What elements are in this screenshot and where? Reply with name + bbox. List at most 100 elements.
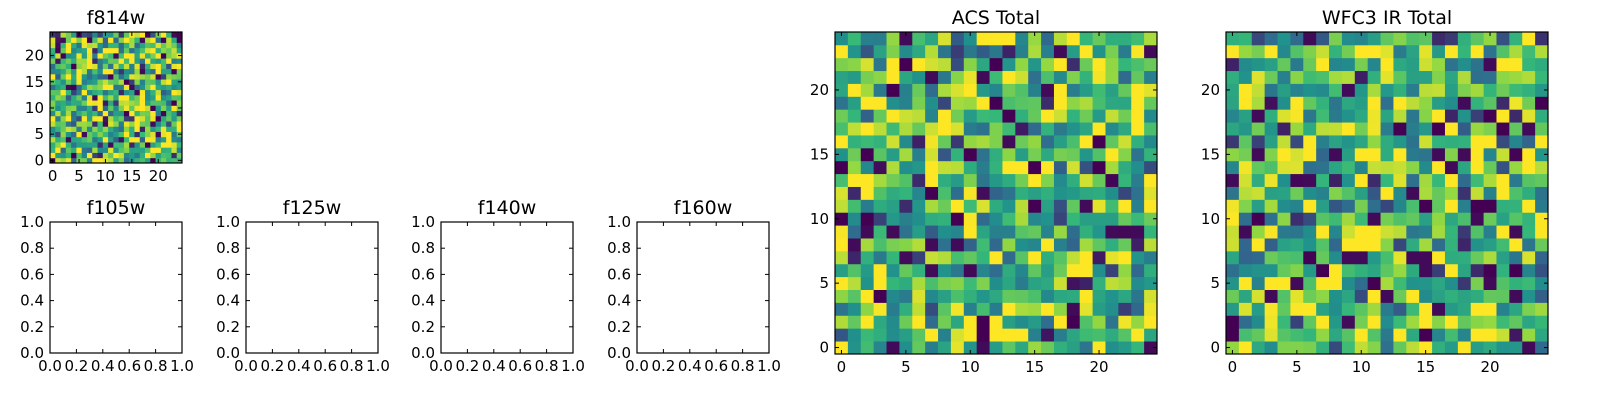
- heatmap-cell: [1131, 276, 1145, 290]
- heatmap-cell: [129, 147, 135, 153]
- heatmap-cell: [1380, 173, 1394, 187]
- heatmap-cell: [1457, 57, 1472, 72]
- heatmap-cell: [1496, 160, 1510, 175]
- heatmap-cell: [118, 115, 125, 122]
- heatmap-cell: [1092, 147, 1106, 162]
- heatmap-cell: [899, 173, 913, 187]
- heatmap-cell: [102, 63, 109, 70]
- heatmap-cell: [925, 70, 939, 84]
- heatmap-cell: [1131, 302, 1145, 316]
- x-tick-label: 15: [1025, 358, 1044, 376]
- heatmap-cell: [835, 212, 849, 226]
- heatmap-cell: [912, 225, 926, 239]
- heatmap-cell: [1393, 70, 1407, 84]
- heatmap-cell: [118, 84, 125, 91]
- heatmap-cell: [1329, 109, 1343, 123]
- heatmap-cell: [1290, 250, 1304, 265]
- heatmap-cell: [1535, 328, 1549, 342]
- heatmap-cell: [145, 68, 151, 75]
- axes-frame: [636, 221, 770, 354]
- heatmap-cell: [1457, 83, 1472, 97]
- heatmap-cell: [1470, 199, 1484, 213]
- heatmap-cell: [1457, 135, 1472, 149]
- heatmap-cell: [1015, 83, 1029, 97]
- heatmap-cell: [108, 68, 114, 75]
- heatmap-cell: [86, 52, 93, 59]
- heatmap-cell: [1444, 341, 1459, 355]
- heatmap-cell: [1028, 263, 1042, 278]
- heatmap-cell: [1509, 70, 1523, 84]
- heatmap-cell: [102, 147, 109, 153]
- heatmap-cell: [886, 302, 900, 316]
- heatmap-cell: [1092, 315, 1106, 329]
- heatmap-cell: [1105, 32, 1119, 46]
- heatmap-cell: [55, 152, 61, 159]
- heatmap-cell: [1380, 276, 1394, 290]
- heatmap-cell: [1341, 212, 1356, 226]
- heatmap-cell: [860, 250, 875, 265]
- heatmap-cell: [1470, 341, 1484, 355]
- heatmap-cell: [1028, 160, 1042, 175]
- heatmap-cell: [1105, 186, 1119, 200]
- heatmap-cell: [1367, 238, 1381, 252]
- heatmap-cell: [50, 142, 56, 148]
- heatmap-cell: [886, 57, 900, 72]
- heatmap-cell: [938, 147, 952, 162]
- heatmap-cell: [1406, 96, 1420, 110]
- heatmap-cell: [108, 94, 114, 101]
- heatmap-cell: [118, 68, 125, 75]
- heatmap-cell: [102, 126, 109, 132]
- heatmap-cell: [950, 328, 965, 342]
- heatmap-cell: [1053, 250, 1068, 265]
- x-tick-label: 20: [1089, 358, 1108, 376]
- heatmap-cell: [171, 94, 178, 101]
- heatmap-cell: [1329, 289, 1343, 303]
- heatmap-cell: [97, 63, 104, 70]
- heatmap-cell: [1496, 225, 1510, 239]
- heatmap-cell: [1303, 212, 1317, 226]
- heatmap-cell: [1066, 289, 1081, 303]
- heatmap-cell: [1444, 315, 1459, 329]
- heatmap-cell: [86, 157, 93, 164]
- heatmap-cell: [97, 147, 104, 153]
- heatmap-cell: [1303, 147, 1317, 162]
- heatmap-cell: [912, 44, 926, 59]
- heatmap-cell: [81, 84, 88, 91]
- heatmap-cell: [1393, 147, 1407, 162]
- heatmap-cell: [71, 52, 77, 59]
- heatmap-cell: [1419, 328, 1433, 342]
- heatmap-cell: [1354, 328, 1369, 342]
- heatmap-cell: [847, 70, 862, 84]
- heatmap-cell: [1015, 225, 1029, 239]
- heatmap-cell: [1522, 96, 1536, 110]
- heatmap-cell: [989, 32, 1003, 46]
- heatmap-cell: [835, 199, 849, 213]
- heatmap-cell: [1251, 44, 1266, 59]
- heatmap-cell: [1226, 96, 1240, 110]
- axes-frame: [1225, 31, 1549, 355]
- heatmap-cell: [176, 47, 183, 54]
- heatmap-cell: [1002, 122, 1016, 136]
- heatmap-cell: [60, 105, 67, 111]
- heatmap-cell: [1419, 96, 1433, 110]
- heatmap-cell: [1079, 57, 1093, 72]
- heatmap-cell: [171, 126, 178, 132]
- heatmap-cell: [97, 68, 104, 75]
- heatmap-cell: [1367, 83, 1381, 97]
- heatmap-cell: [155, 131, 162, 138]
- heatmap-cell: [86, 47, 93, 54]
- heatmap-cell: [1028, 147, 1042, 162]
- heatmap-cell: [118, 42, 125, 49]
- heatmap-cell: [171, 105, 178, 111]
- heatmap-cell: [873, 57, 887, 72]
- heatmap-cell: [1118, 32, 1132, 46]
- heatmap-cell: [1483, 238, 1497, 252]
- heatmap-cell: [1316, 122, 1330, 136]
- heatmap-cell: [81, 142, 88, 148]
- heatmap-cell: [1015, 160, 1029, 175]
- heatmap-cell: [1053, 341, 1068, 355]
- heatmap-cell: [912, 199, 926, 213]
- heatmap-cell: [1015, 186, 1029, 200]
- heatmap-cell: [886, 83, 900, 97]
- heatmap-cell: [1444, 109, 1459, 123]
